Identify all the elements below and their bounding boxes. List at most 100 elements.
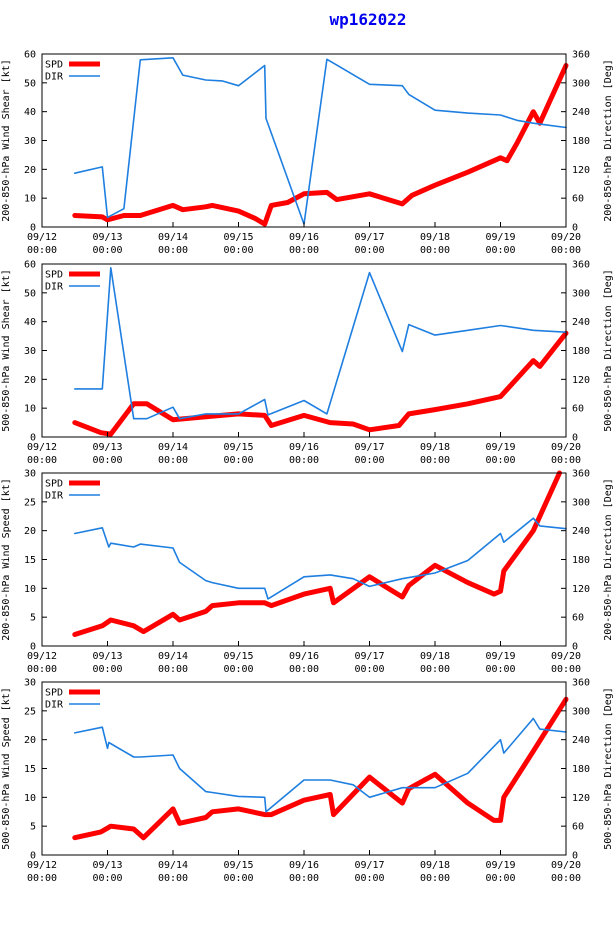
y2-tick-label: 120 (572, 165, 590, 176)
x-tick-time: 00:00 (485, 873, 515, 884)
x-tick-date: 09/13 (92, 860, 122, 871)
y-tick-label: 20 (24, 165, 36, 176)
x-tick-date: 09/14 (158, 860, 188, 871)
x-tick-time: 00:00 (223, 873, 253, 884)
x-tick-date: 09/16 (289, 442, 319, 453)
legend-label-spd: SPD (45, 688, 63, 699)
x-tick-date: 09/18 (420, 232, 450, 243)
x-tick-time: 00:00 (27, 455, 57, 466)
x-tick-date: 09/19 (485, 232, 515, 243)
y-tick-label: 20 (24, 375, 36, 386)
x-tick-date: 09/13 (92, 651, 122, 662)
y2-tick-label: 180 (572, 136, 590, 147)
y2-tick-label: 0 (572, 433, 578, 444)
x-tick-time: 00:00 (158, 664, 188, 675)
series-line-dir (74, 56, 567, 225)
plot-frame (41, 263, 567, 438)
legend-label-dir: DIR (45, 700, 64, 711)
y-tick-label: 10 (24, 404, 36, 415)
y2-tick-label: 360 (572, 678, 590, 689)
y2-tick-label: 240 (572, 317, 590, 328)
y-tick-label: 5 (30, 822, 36, 833)
x-tick-time: 00:00 (27, 664, 57, 675)
x-tick-time: 00:00 (420, 873, 450, 884)
y2-tick-label: 360 (572, 260, 590, 271)
y2-tick-label: 240 (572, 735, 590, 746)
x-tick-date: 09/17 (354, 651, 384, 662)
y-axis-label: 200-850-hPa Wind Shear [kt] (1, 59, 12, 222)
y-tick-label: 40 (24, 107, 36, 118)
y-tick-label: 30 (24, 469, 36, 480)
x-tick-time: 00:00 (354, 455, 384, 466)
y2-tick-label: 300 (572, 78, 590, 89)
plot-frame (41, 53, 567, 228)
x-tick-time: 00:00 (551, 664, 581, 675)
series-line-spd (72, 470, 562, 637)
y2-tick-label: 300 (572, 706, 590, 717)
chart-panel-1: 0 10 20 30 40 50 60 0 60 120 180 240 300 360 09/12 00:0… (1, 50, 614, 257)
page-title: wp162022 (329, 10, 406, 29)
x-tick-time: 00:00 (420, 245, 450, 256)
x-tick-date: 09/20 (551, 232, 581, 243)
x-tick-time: 00:00 (354, 664, 384, 675)
x-tick-date: 09/17 (354, 860, 384, 871)
x-tick-time: 00:00 (420, 664, 450, 675)
series-line-dir (74, 517, 567, 600)
y-tick-label: 40 (24, 317, 36, 328)
y2-tick-label: 300 (572, 288, 590, 299)
y2-tick-label: 0 (572, 642, 578, 653)
x-tick-date: 09/12 (27, 860, 57, 871)
x-tick-date: 09/13 (92, 442, 122, 453)
y2-tick-label: 300 (572, 497, 590, 508)
x-tick-time: 00:00 (92, 664, 122, 675)
series-line-dir (74, 717, 567, 813)
x-tick-date: 09/14 (158, 651, 188, 662)
y-tick-label: 30 (24, 136, 36, 147)
x-tick-date: 09/13 (92, 232, 122, 243)
series-line-spd (72, 330, 569, 437)
x-tick-time: 00:00 (551, 455, 581, 466)
chart-panel-2: 0 10 20 30 40 50 60 0 60 120 180 240 300 360 09/12 00:0… (1, 260, 614, 467)
y2-tick-label: 240 (572, 526, 590, 537)
y-tick-label: 10 (24, 793, 36, 804)
y2-axis-label: 200-850-hPa Direction [Deg] (603, 59, 614, 222)
y2-tick-label: 180 (572, 764, 590, 775)
x-tick-time: 00:00 (27, 245, 57, 256)
x-tick-date: 09/18 (420, 860, 450, 871)
y2-tick-label: 120 (572, 793, 590, 804)
x-tick-date: 09/19 (485, 651, 515, 662)
x-tick-time: 00:00 (485, 664, 515, 675)
y2-tick-label: 60 (572, 404, 584, 415)
y-tick-label: 0 (30, 642, 36, 653)
y-tick-label: 30 (24, 678, 36, 689)
x-tick-time: 00:00 (420, 455, 450, 466)
x-tick-time: 00:00 (92, 245, 122, 256)
x-tick-date: 09/15 (223, 860, 253, 871)
x-tick-time: 00:00 (158, 455, 188, 466)
y-tick-label: 15 (24, 764, 36, 775)
y-tick-label: 0 (30, 223, 36, 234)
y-tick-label: 50 (24, 78, 36, 89)
x-tick-date: 09/12 (27, 651, 57, 662)
x-tick-time: 00:00 (354, 245, 384, 256)
x-tick-time: 00:00 (354, 873, 384, 884)
series-line-dir (74, 266, 567, 420)
x-tick-time: 00:00 (27, 873, 57, 884)
x-tick-date: 09/16 (289, 651, 319, 662)
x-tick-date: 09/15 (223, 232, 253, 243)
panels: 010203040506006012018024030036009/1200:0… (1, 50, 614, 885)
x-tick-date: 09/16 (289, 860, 319, 871)
y-axis-label: 500-850-hPa Wind Shear [kt] (1, 269, 12, 432)
x-tick-time: 00:00 (223, 245, 253, 256)
x-tick-date: 09/15 (223, 442, 253, 453)
x-tick-time: 00:00 (289, 455, 319, 466)
y2-tick-label: 240 (572, 107, 590, 118)
y-tick-label: 10 (24, 194, 36, 205)
x-tick-date: 09/15 (223, 651, 253, 662)
legend-label-spd: SPD (45, 60, 63, 71)
x-tick-date: 09/14 (158, 232, 188, 243)
x-tick-date: 09/18 (420, 442, 450, 453)
x-tick-time: 00:00 (158, 245, 188, 256)
x-tick-date: 09/18 (420, 651, 450, 662)
